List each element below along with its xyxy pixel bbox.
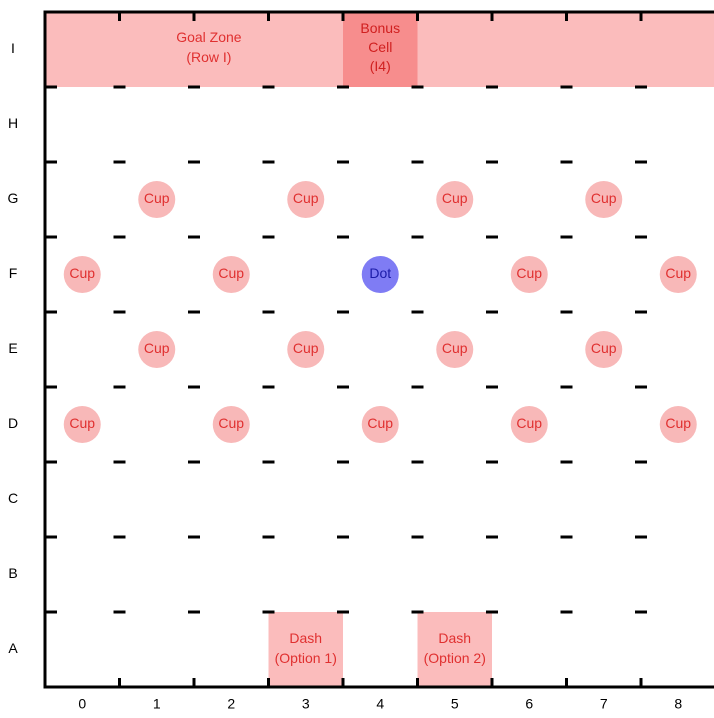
cup-label: Cup [442,340,468,356]
cup-label: Cup [293,190,319,206]
dot-circle[interactable] [361,256,399,293]
cup-circle[interactable] [361,406,399,443]
column-label-3: 3 [302,696,310,712]
dash-option-2-sublabel: (Option 2) [424,650,486,666]
cup-circle[interactable] [63,406,101,443]
cup-label: Cup [144,340,170,356]
cup-circle[interactable] [585,331,623,368]
bonus-cell [343,12,418,87]
cup-circle[interactable] [436,181,474,218]
column-label-1: 1 [153,696,161,712]
cup-piece[interactable]: Cup [585,181,623,218]
cup-piece[interactable]: Cup [212,406,250,443]
cup-circle[interactable] [287,181,325,218]
cup-circle[interactable] [585,181,623,218]
board-border [43,10,714,689]
cup-circle[interactable] [436,331,474,368]
cup-circle[interactable] [287,331,325,368]
cup-label: Cup [218,415,244,431]
dot-label: Dot [369,265,391,281]
cup-label: Cup [591,340,617,356]
cup-label: Cup [591,190,617,206]
dot-piece[interactable]: Dot [361,256,399,293]
axis-labels-layer: A B C D E F G H I 0 1 2 3 4 5 6 7 8 [8,40,683,712]
cup-piece[interactable]: Cup [63,256,101,293]
cup-piece[interactable]: Cup [510,406,548,443]
cup-piece[interactable]: Cup [659,406,697,443]
cup-piece[interactable]: Cup [138,181,176,218]
dash-option-2 [417,612,492,687]
zones-layer: Goal Zone (Row I) Bonus Cell (I4) Dash (Option… [45,12,714,687]
dash-option-2-label: Dash [438,630,471,646]
cup-label: Cup [218,265,244,281]
cup-piece[interactable]: Cup [212,256,250,293]
column-label-8: 8 [674,696,682,712]
cup-label: Cup [144,190,170,206]
row-label-B: B [8,565,17,581]
cup-label: Cup [293,340,319,356]
cup-piece[interactable]: Cup [287,181,325,218]
cup-label: Cup [69,415,95,431]
column-label-2: 2 [227,696,235,712]
cup-piece[interactable]: Cup [585,331,623,368]
cup-circle[interactable] [138,181,176,218]
row-label-F: F [9,265,18,281]
cup-label: Cup [516,415,542,431]
cup-piece[interactable]: Cup [510,256,548,293]
cup-circle[interactable] [510,406,548,443]
dash-option-1-label: Dash [289,630,322,646]
cup-label: Cup [367,415,393,431]
column-label-0: 0 [78,696,86,712]
cup-circle[interactable] [659,406,697,443]
cup-label: Cup [69,265,95,281]
row-label-G: G [8,190,19,206]
cup-piece[interactable]: Cup [63,406,101,443]
cup-piece[interactable]: Cup [436,331,474,368]
cup-piece[interactable]: Cup [436,181,474,218]
cup-circle[interactable] [659,256,697,293]
bonus-cell-label-2: Cell [368,39,392,55]
cup-label: Cup [665,265,691,281]
column-label-7: 7 [600,696,608,712]
cup-circle[interactable] [510,256,548,293]
cup-circle[interactable] [212,406,250,443]
cup-label: Cup [665,415,691,431]
cup-label: Cup [516,265,542,281]
bonus-cell-label: Bonus [360,20,400,36]
cup-circle[interactable] [138,331,176,368]
row-label-D: D [8,415,18,431]
goal-zone-sublabel: (Row I) [186,49,231,65]
grid-ticks-layer [45,12,647,687]
cup-label: Cup [442,190,468,206]
cup-piece[interactable]: Cup [361,406,399,443]
cup-piece[interactable]: Cup [138,331,176,368]
column-label-4: 4 [376,696,384,712]
row-label-C: C [8,490,18,506]
row-label-A: A [8,640,18,656]
column-label-6: 6 [525,696,533,712]
row-label-H: H [8,115,18,131]
row-label-I: I [11,40,15,56]
goal-zone-label: Goal Zone [176,29,242,45]
dash-option-1-sublabel: (Option 1) [275,650,337,666]
cup-circle[interactable] [212,256,250,293]
row-label-E: E [8,340,17,356]
cup-piece[interactable]: Cup [659,256,697,293]
bonus-cell-coordinate: (I4) [370,58,391,74]
cup-circle[interactable] [63,256,101,293]
cup-piece[interactable]: Cup [287,331,325,368]
pieces-layer: Cup Cup Cup Cup Cup Cup Cup Cup Cup Cup Cup Cup Cup C… [63,181,697,443]
dash-option-1 [268,612,343,687]
column-label-5: 5 [451,696,459,712]
